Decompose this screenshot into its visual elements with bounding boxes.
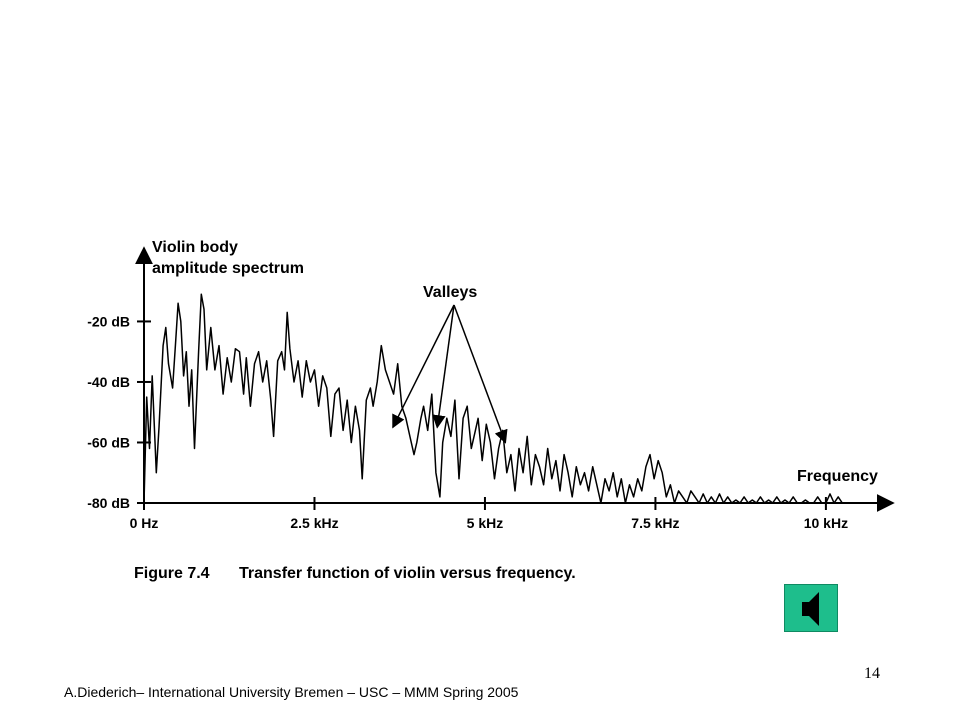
y-ticks: -20 dB -40 dB -60 dB -80 dB xyxy=(87,313,151,511)
valley-arrow xyxy=(432,304,455,429)
x-tick-label: 0 Hz xyxy=(130,515,159,531)
slide-footer: A.Diederich– International University Br… xyxy=(64,684,519,700)
sound-button[interactable] xyxy=(784,584,838,632)
valley-arrow xyxy=(453,304,508,444)
chart-title-line-2: amplitude spectrum xyxy=(152,260,304,277)
x-tick-label: 2.5 kHz xyxy=(290,515,338,531)
valleys-annotation: Valleys xyxy=(423,284,477,301)
page-number: 14 xyxy=(864,665,880,682)
y-tick-label: -80 dB xyxy=(87,495,130,511)
figure-number: Figure 7.4 xyxy=(134,565,210,582)
speaker-icon xyxy=(802,592,819,626)
x-axis-label: Frequency xyxy=(797,468,878,485)
spectrum-line xyxy=(143,293,847,504)
y-tick-label: -60 dB xyxy=(87,434,130,450)
x-tick-label: 7.5 kHz xyxy=(631,515,679,531)
y-tick-label: -20 dB xyxy=(87,313,130,329)
x-ticks: 0 Hz 2.5 kHz 5 kHz 7.5 kHz 10 kHz xyxy=(130,497,848,531)
spectrum-series xyxy=(143,293,847,504)
valley-arrows xyxy=(392,304,508,444)
valley-arrow xyxy=(392,304,455,429)
figure-caption: Transfer function of violin versus frequ… xyxy=(239,565,576,582)
x-tick-label: 5 kHz xyxy=(467,515,504,531)
chart-title-line-1: Violin body xyxy=(152,239,238,256)
x-tick-label: 10 kHz xyxy=(804,515,848,531)
y-tick-label: -40 dB xyxy=(87,374,130,390)
